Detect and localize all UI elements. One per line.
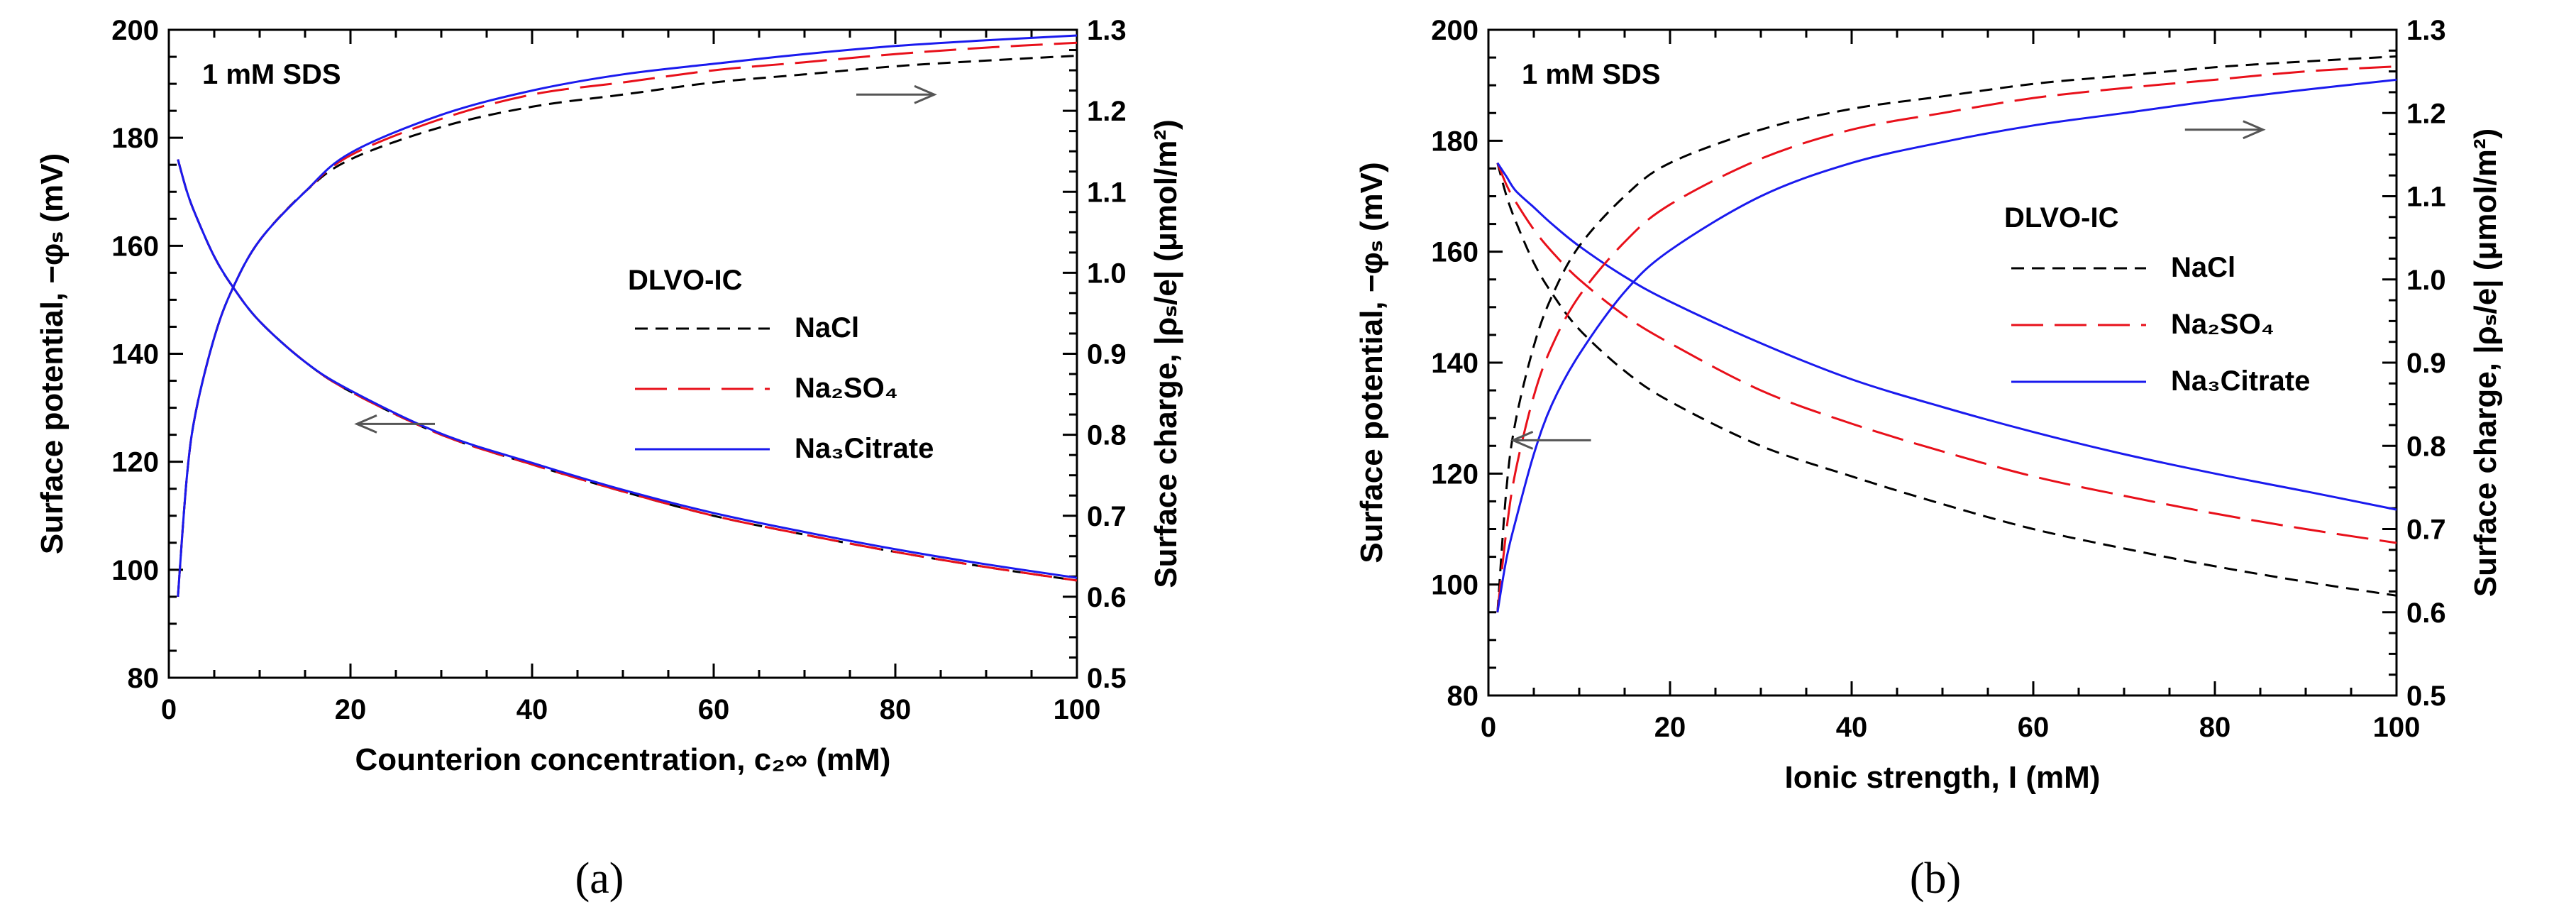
y-right-tick-label: 0.5 [2406, 681, 2446, 712]
legend-label-na2so4: Na₂SO₄ [2171, 309, 2274, 340]
x-tick-label: 20 [1654, 712, 1686, 743]
annotation: 1 mM SDS [202, 59, 341, 90]
series-na3citrate-potential [1496, 162, 2397, 511]
y-right-axis-title: Surface charge, |ρₛ/e| (μmol/m²) [1149, 119, 1184, 588]
panel-label: (a) [575, 854, 624, 903]
series-nacl-potential [177, 159, 1078, 582]
y-right-tick-label: 1.3 [1087, 15, 1127, 46]
y-left-tick-label: 160 [111, 231, 159, 262]
series-na2so4-potential [1496, 163, 2397, 544]
y-left-tick-label: 200 [111, 15, 159, 46]
annotation: 1 mM SDS [1522, 59, 1661, 90]
y-left-tick-label: 200 [1431, 15, 1478, 46]
series-group [177, 34, 1078, 598]
legend-label-na3citrate: Na₃Citrate [2171, 365, 2310, 397]
legend: DLVO-IC NaCl Na₂SO₄ Na₃Citrate [628, 265, 934, 464]
series-na3citrate-charge [1496, 78, 2397, 613]
x-tick-label: 40 [1836, 712, 1868, 743]
x-tick-label: 80 [2199, 712, 2231, 743]
y-right-tick-label: 0.8 [1087, 420, 1127, 451]
y-right-tick-label: 1.3 [2406, 15, 2446, 46]
y-right-tick-label: 1.0 [2406, 265, 2446, 296]
plot-frame [167, 28, 1078, 679]
y-right-tick-label: 1.2 [2406, 98, 2446, 129]
y-right-tick-label: 0.8 [2406, 431, 2446, 462]
x-tick-label: 20 [335, 694, 367, 725]
series-na2so4-charge [177, 41, 1078, 598]
legend: DLVO-IC NaCl Na₂SO₄ Na₃Citrate [2004, 202, 2310, 397]
legend-label-nacl: NaCl [2171, 252, 2235, 283]
series-nacl-potential [1496, 163, 2397, 597]
y-right-tick-label: 0.6 [1087, 582, 1127, 613]
legend-title: DLVO-IC [2004, 202, 2118, 233]
y-right-tick-label: 0.9 [2406, 348, 2446, 379]
y-right-tick-label: 1.1 [2406, 182, 2446, 213]
series-group [1496, 55, 2397, 613]
y-left-tick-label: 120 [111, 447, 159, 478]
x-axis-title: Ionic strength, I (mM) [1785, 760, 2101, 795]
series-na2so4-potential [177, 159, 1078, 582]
axis-arrow-right [2184, 120, 2266, 140]
y-right-tick-label: 1.2 [1087, 96, 1127, 127]
axis-arrow-right [856, 84, 937, 104]
x-tick-label: 60 [698, 694, 730, 725]
axis-arrow-left [354, 414, 435, 434]
y-left-tick-label: 80 [1447, 681, 1479, 712]
arrow-head [1510, 431, 1534, 450]
y-left-tick-label: 100 [1431, 570, 1478, 601]
x-tick-label: 100 [1054, 694, 1101, 725]
y-left-tick-label: 120 [1431, 458, 1478, 490]
y-left-axis-title: Surface potential, −φₛ (mV) [35, 153, 70, 554]
panel-label: (b) [1910, 854, 1961, 903]
x-axis-title: Counterion concentration, c₂∞ (mM) [355, 742, 891, 777]
y-left-axis-title: Surface potential, −φₛ (mV) [1354, 162, 1389, 563]
y-right-tick-label: 0.6 [2406, 598, 2446, 629]
legend-label-na2so4: Na₂SO₄ [795, 373, 898, 404]
y-left-tick-label: 100 [111, 555, 159, 586]
x-tick-label: 40 [516, 694, 548, 725]
y-right-tick-label: 0.7 [2406, 515, 2446, 546]
arrow-head [354, 414, 377, 434]
legend-title: DLVO-IC [628, 265, 742, 296]
x-tick-label: 60 [2018, 712, 2050, 743]
x-tick-label: 100 [2373, 712, 2421, 743]
y-left-tick-label: 180 [111, 123, 159, 154]
y-left-tick-label: 140 [1431, 348, 1478, 379]
axis-arrow-left [1510, 431, 1591, 450]
y-left-tick-label: 180 [1431, 126, 1478, 157]
y-right-tick-label: 1.1 [1087, 177, 1127, 208]
x-tick-label: 0 [1481, 712, 1496, 743]
chart-panel-a: 0 20 40 60 80 100 80 100 120 140 160 180 200 0.5 0.6 0.… [35, 15, 1184, 903]
y-right-tick-label: 1.0 [1087, 258, 1127, 289]
series-na3citrate-charge [177, 34, 1078, 598]
chart-panel-b: 0 20 40 60 80 100 80 100 120 140 160 180 200 0.5 0.6 0.… [1354, 15, 2504, 903]
legend-label-na3citrate: Na₃Citrate [795, 433, 934, 464]
y-left-tick-label: 160 [1431, 237, 1478, 268]
x-tick-label: 80 [880, 694, 912, 725]
y-right-tick-label: 0.7 [1087, 501, 1127, 532]
series-na3citrate-potential [177, 159, 1078, 579]
y-left-tick-label: 140 [111, 339, 159, 370]
x-tick-label: 0 [161, 694, 177, 725]
legend-label-nacl: NaCl [795, 312, 859, 343]
y-right-tick-label: 0.5 [1087, 663, 1127, 694]
y-right-tick-label: 0.9 [1087, 339, 1127, 370]
y-left-tick-label: 80 [128, 663, 160, 694]
series-na2so4-charge [1496, 65, 2397, 612]
y-right-axis-title: Surface charge, |ρₛ/e| (μmol/m²) [2468, 128, 2504, 597]
series-nacl-charge [1496, 55, 2397, 612]
arrow-head [914, 84, 937, 104]
arrow-head [2243, 120, 2266, 140]
series-nacl-charge [177, 55, 1078, 598]
